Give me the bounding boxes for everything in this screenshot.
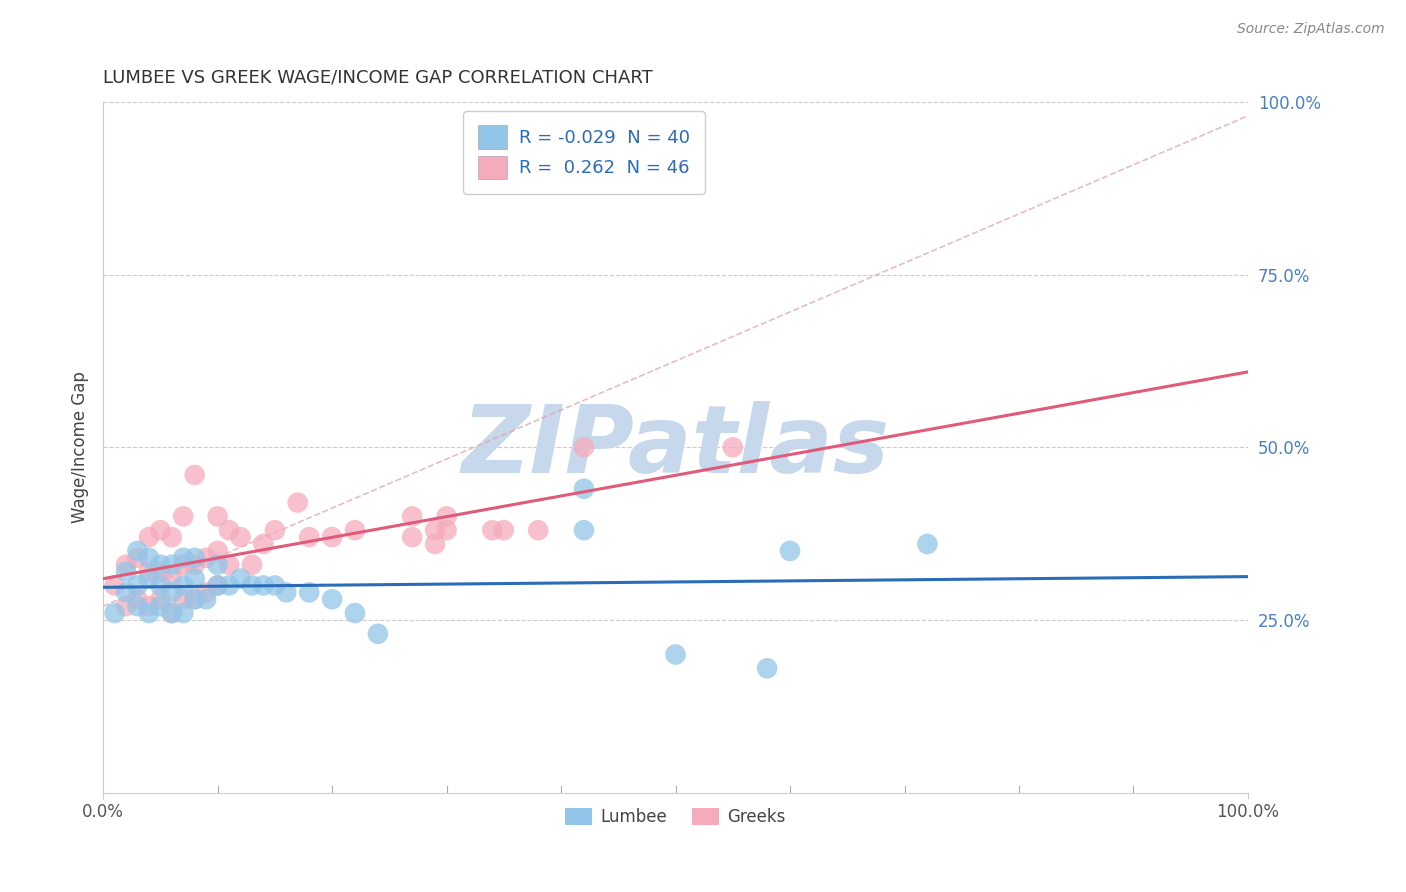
Point bbox=[572, 440, 595, 454]
Point bbox=[252, 578, 274, 592]
Point bbox=[172, 592, 194, 607]
Point bbox=[115, 599, 138, 614]
Point bbox=[218, 558, 240, 572]
Point bbox=[183, 592, 205, 607]
Point bbox=[149, 523, 172, 537]
Point bbox=[207, 578, 229, 592]
Point bbox=[160, 606, 183, 620]
Point bbox=[401, 509, 423, 524]
Point bbox=[240, 578, 263, 592]
Point bbox=[195, 585, 218, 599]
Point bbox=[263, 578, 285, 592]
Point bbox=[160, 572, 183, 586]
Point bbox=[195, 592, 218, 607]
Point bbox=[207, 578, 229, 592]
Point bbox=[183, 572, 205, 586]
Point bbox=[218, 523, 240, 537]
Point bbox=[160, 606, 183, 620]
Point bbox=[115, 565, 138, 579]
Point bbox=[183, 592, 205, 607]
Point bbox=[298, 530, 321, 544]
Point bbox=[207, 558, 229, 572]
Point bbox=[492, 523, 515, 537]
Point bbox=[572, 523, 595, 537]
Point bbox=[127, 544, 149, 558]
Point bbox=[149, 558, 172, 572]
Legend: Lumbee, Greeks: Lumbee, Greeks bbox=[558, 801, 793, 832]
Point bbox=[172, 509, 194, 524]
Point bbox=[367, 627, 389, 641]
Point bbox=[172, 558, 194, 572]
Point bbox=[401, 530, 423, 544]
Point bbox=[115, 585, 138, 599]
Point bbox=[207, 544, 229, 558]
Point bbox=[138, 599, 160, 614]
Point bbox=[115, 558, 138, 572]
Point bbox=[149, 565, 172, 579]
Point bbox=[229, 572, 252, 586]
Point bbox=[127, 592, 149, 607]
Point bbox=[527, 523, 550, 537]
Point bbox=[160, 585, 183, 599]
Point bbox=[172, 550, 194, 565]
Point bbox=[229, 530, 252, 544]
Point bbox=[138, 572, 160, 586]
Point bbox=[127, 599, 149, 614]
Point bbox=[321, 530, 343, 544]
Point bbox=[172, 578, 194, 592]
Point bbox=[572, 482, 595, 496]
Point bbox=[195, 550, 218, 565]
Text: ZIPatlas: ZIPatlas bbox=[461, 401, 890, 493]
Point bbox=[423, 537, 446, 551]
Point bbox=[287, 495, 309, 509]
Point bbox=[756, 661, 779, 675]
Point bbox=[149, 599, 172, 614]
Point bbox=[103, 606, 125, 620]
Point bbox=[423, 523, 446, 537]
Point bbox=[172, 606, 194, 620]
Point bbox=[664, 648, 686, 662]
Point bbox=[160, 558, 183, 572]
Point bbox=[298, 585, 321, 599]
Point bbox=[103, 578, 125, 592]
Point bbox=[138, 606, 160, 620]
Point bbox=[138, 530, 160, 544]
Point bbox=[183, 558, 205, 572]
Point bbox=[183, 550, 205, 565]
Point bbox=[240, 558, 263, 572]
Point bbox=[343, 606, 366, 620]
Point bbox=[149, 578, 172, 592]
Point bbox=[138, 550, 160, 565]
Point bbox=[160, 530, 183, 544]
Point bbox=[343, 523, 366, 537]
Point bbox=[321, 592, 343, 607]
Point bbox=[149, 592, 172, 607]
Y-axis label: Wage/Income Gap: Wage/Income Gap bbox=[72, 371, 89, 524]
Point bbox=[276, 585, 298, 599]
Point bbox=[917, 537, 939, 551]
Point bbox=[481, 523, 503, 537]
Point bbox=[721, 440, 744, 454]
Point bbox=[183, 467, 205, 482]
Point bbox=[207, 509, 229, 524]
Point bbox=[436, 523, 458, 537]
Point bbox=[127, 578, 149, 592]
Text: LUMBEE VS GREEK WAGE/INCOME GAP CORRELATION CHART: LUMBEE VS GREEK WAGE/INCOME GAP CORRELAT… bbox=[103, 69, 652, 87]
Point bbox=[127, 550, 149, 565]
Point bbox=[263, 523, 285, 537]
Point bbox=[436, 509, 458, 524]
Point bbox=[252, 537, 274, 551]
Point bbox=[218, 578, 240, 592]
Point bbox=[138, 565, 160, 579]
Text: Source: ZipAtlas.com: Source: ZipAtlas.com bbox=[1237, 22, 1385, 37]
Point bbox=[779, 544, 801, 558]
